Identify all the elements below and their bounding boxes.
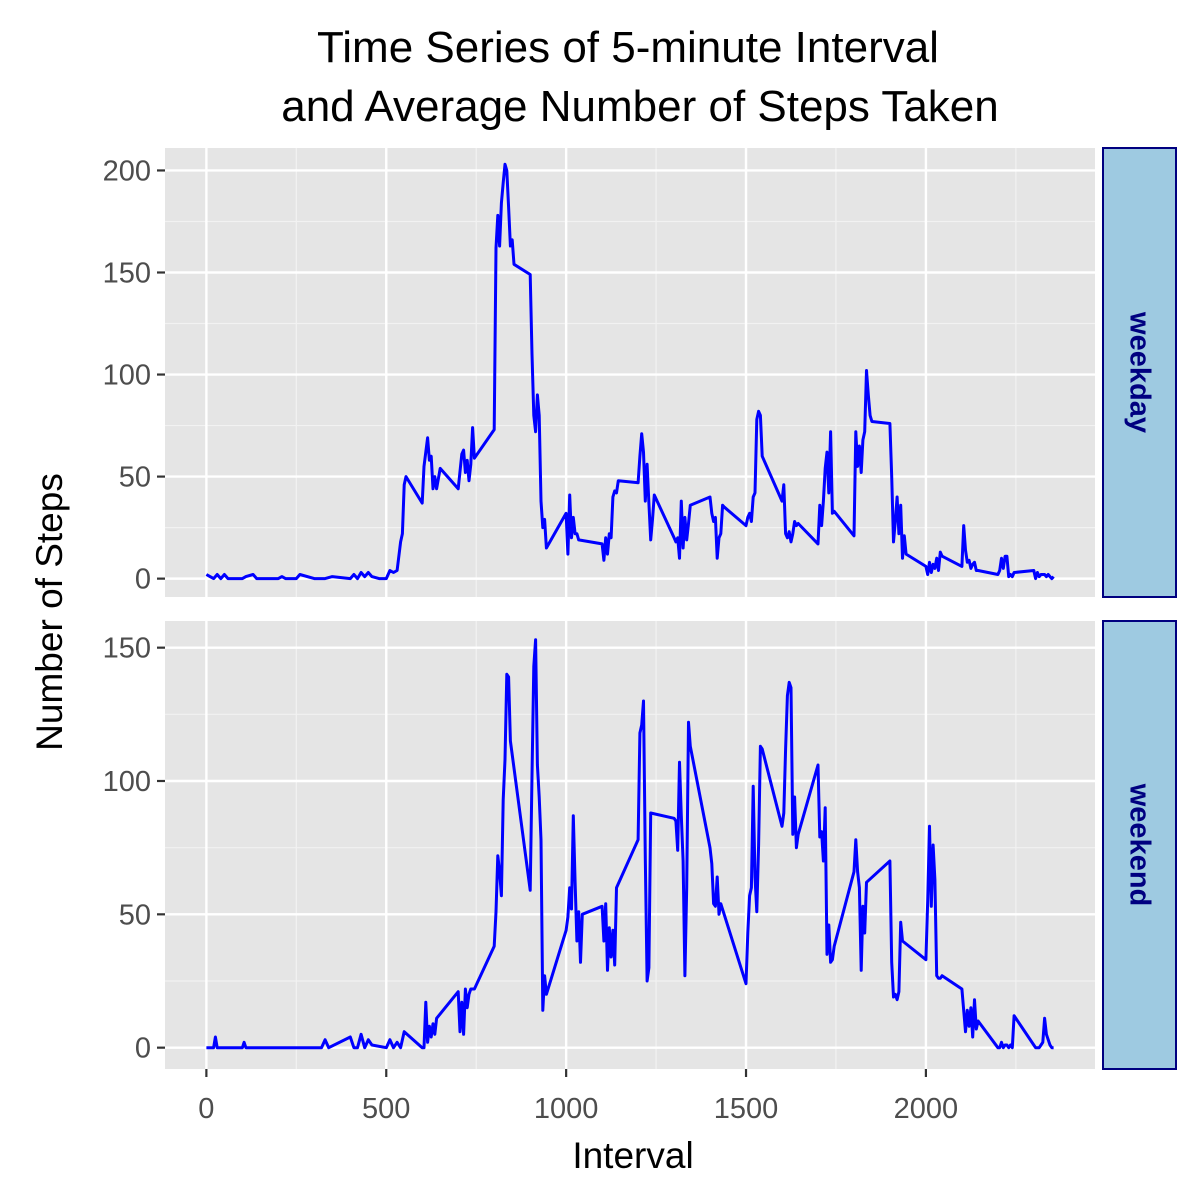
panel-weekend: 0 50 100 150 weekend	[103, 620, 1177, 1070]
panel-background	[165, 621, 1095, 1069]
y-tick-label: 0	[135, 1033, 151, 1065]
facet-panels: 0 50 100 150 200 weekday 0 50 100 150 weekend 0 500 1…	[103, 147, 1177, 1125]
y-tick-label: 50	[119, 462, 151, 494]
y-tick-label: 200	[103, 155, 151, 187]
y-tick-label: 50	[119, 899, 151, 931]
y-tick-label: 0	[135, 564, 151, 596]
facet-strip-label: weekend	[1124, 783, 1156, 907]
facet-strip-weekend	[1102, 620, 1177, 1070]
chart-title-line-2: and Average Number of Steps Taken	[281, 82, 999, 131]
chart-title-line-1: Time Series of 5-minute Interval	[317, 23, 939, 72]
x-tick-label: 500	[362, 1093, 410, 1125]
series-line-weekend	[206, 638, 1054, 1050]
facet-strip-weekday	[1102, 147, 1177, 598]
x-tick-label: 2000	[894, 1093, 959, 1125]
x-tick-label: 1500	[714, 1093, 779, 1125]
panel-weekday: 0 50 100 150 200 weekday	[103, 147, 1177, 598]
panel-background	[165, 148, 1095, 597]
x-tick-label: 1000	[534, 1093, 599, 1125]
y-tick-label: 100	[103, 360, 151, 392]
y-tick-label: 100	[103, 766, 151, 798]
facet-strip-label: weekday	[1124, 311, 1156, 433]
y-axis-title: Number of Steps	[29, 473, 70, 751]
x-tick-label: 0	[198, 1093, 214, 1125]
y-tick-label: 150	[103, 633, 151, 665]
x-axis: 0 500 1000 1500 2000	[198, 1069, 958, 1125]
y-tick-label: 150	[103, 257, 151, 289]
series-line-weekday	[205, 162, 1055, 581]
x-axis-title: Interval	[572, 1135, 693, 1176]
